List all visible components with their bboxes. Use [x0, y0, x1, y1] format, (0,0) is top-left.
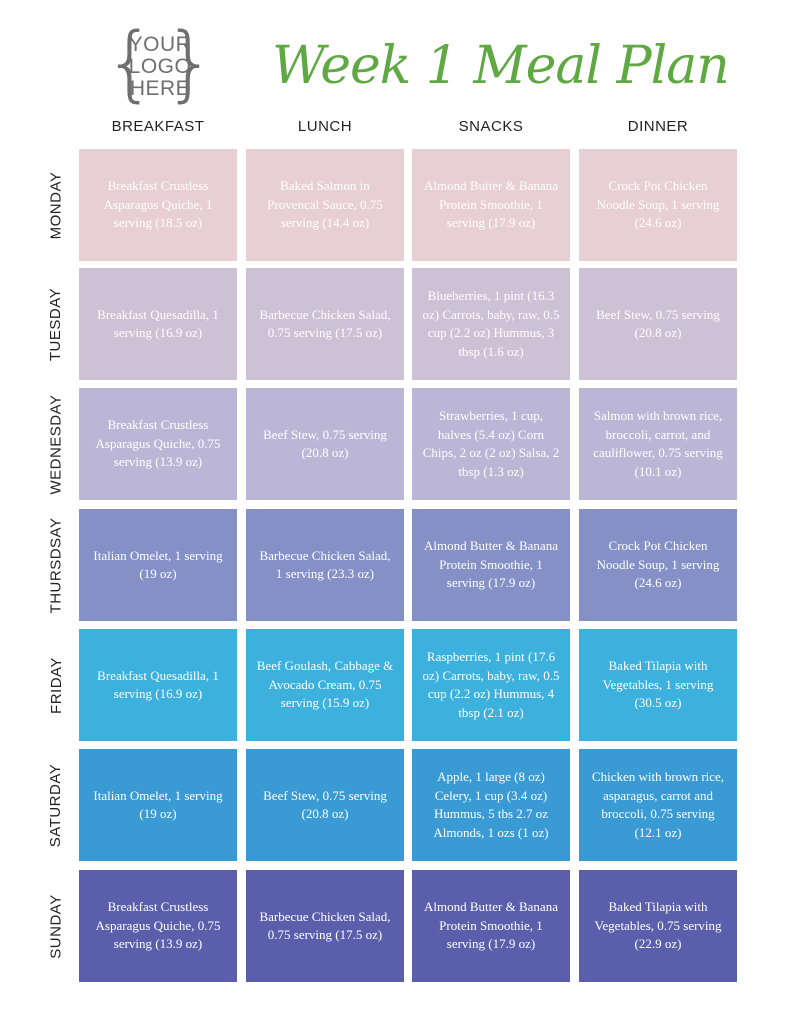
meal-text: Italian Omelet, 1 serving (19 oz) [93, 787, 223, 822]
meal-cell-breakfast: Breakfast Quesadilla, 1 serving (16.9 oz… [79, 629, 237, 741]
meal-cell-dinner: Chicken with brown rice, asparagus, carr… [579, 749, 737, 861]
meal-text: Almond Butter & Banana Protein Smoothie,… [424, 178, 558, 231]
left-brace-icon: { [104, 16, 157, 111]
meal-text: Barbecue Chicken Salad, 0.75 serving (17… [259, 306, 391, 341]
right-brace-icon: } [163, 16, 216, 111]
meal-text: Italian Omelet, 1 serving (19 oz) [93, 547, 223, 582]
meal-text: Strawberries, 1 cup, halves (5.4 oz) Cor… [422, 408, 560, 479]
meal-cell-snacks: Almond Butter & Banana Protein Smoothie,… [412, 149, 570, 261]
day-name: FRIDAY [47, 656, 65, 714]
meal-cell-breakfast: Italian Omelet, 1 serving (19 oz) [79, 749, 237, 861]
meal-cell-dinner: Crock Pot Chicken Noodle Soup, 1 serving… [579, 149, 737, 261]
meal-cell-breakfast: Italian Omelet, 1 serving (19 oz) [79, 509, 237, 621]
meal-cell-snacks: Almond Butter & Banana Protein Smoothie,… [412, 509, 570, 621]
meal-cell-snacks: Raspberries, 1 pint (17.6 oz) Carrots, b… [412, 629, 570, 741]
logo-text: YOUR LOGO HERE [126, 34, 194, 100]
meal-text: Beef Goulash, Cabbage & Avocado Cream, 0… [256, 658, 394, 711]
meal-cell-breakfast: Breakfast Quesadilla, 1 serving (16.9 oz… [79, 268, 237, 380]
meal-text: Apple, 1 large (8 oz) Celery, 1 cup (3.4… [433, 769, 549, 840]
meal-cell-snacks: Almond Butter & Banana Protein Smoothie,… [412, 870, 570, 982]
column-header-lunch: LUNCH [297, 118, 353, 135]
meal-cell-dinner: Beef Stew, 0.75 serving (20.8 oz) [579, 268, 737, 380]
meal-text: Baked Tilapia with Vegetables, 0.75 serv… [594, 899, 722, 952]
meal-text: Almond Butter & Banana Protein Smoothie,… [424, 899, 558, 952]
meal-text: Baked Tilapia with Vegetables, 1 serving… [602, 658, 714, 711]
meal-text: Breakfast Quesadilla, 1 serving (16.9 oz… [97, 306, 219, 341]
logo-line-2: LOGO [128, 55, 192, 78]
day-name: THURSDSAY [47, 517, 65, 613]
meal-text: Crock Pot Chicken Noodle Soup, 1 serving… [596, 178, 720, 231]
meal-text: Breakfast Crustless Asparagus Quiche, 1 … [103, 178, 213, 231]
column-header-breakfast: BREAKFAST [111, 118, 205, 135]
meal-text: Beef Stew, 0.75 serving (20.8 oz) [596, 306, 720, 341]
meal-cell-dinner: Baked Tilapia with Vegetables, 0.75 serv… [579, 870, 737, 982]
meal-cell-snacks: Strawberries, 1 cup, halves (5.4 oz) Cor… [412, 388, 570, 500]
day-name: MONDAY [47, 171, 65, 239]
meal-text: Salmon with brown rice, broccoli, carrot… [593, 408, 723, 479]
column-header-snacks: SNACKS [458, 118, 524, 135]
meal-cell-dinner: Baked Tilapia with Vegetables, 1 serving… [579, 629, 737, 741]
logo-line-1: YOUR [128, 33, 192, 56]
meal-cell-dinner: Salmon with brown rice, broccoli, carrot… [579, 388, 737, 500]
meal-text: Blueberries, 1 pint (16.3 oz) Carrots, b… [422, 288, 560, 359]
meal-text: Barbecue Chicken Salad, 0.75 serving (17… [259, 908, 391, 943]
meal-text: Baked Salmon in Provencal Sauce, 0.75 se… [267, 178, 383, 231]
day-name: SATURDAY [47, 763, 65, 847]
logo: { YOUR LOGO HERE } [104, 23, 216, 106]
meal-text: Barbecue Chicken Salad, 1 serving (23.3 … [259, 547, 391, 582]
day-name: SUNDAY [47, 893, 65, 959]
meal-text: Beef Stew, 0.75 serving (20.8 oz) [263, 426, 387, 461]
meal-text: Breakfast Crustless Asparagus Quiche, 0.… [95, 899, 221, 952]
meal-text: Crock Pot Chicken Noodle Soup, 1 serving… [596, 538, 720, 591]
meal-cell-snacks: Blueberries, 1 pint (16.3 oz) Carrots, b… [412, 268, 570, 380]
day-name: WEDNESDAY [47, 393, 65, 495]
meal-text: Almond Butter & Banana Protein Smoothie,… [424, 538, 558, 591]
page-title: Week 1 Meal Plan [272, 36, 730, 96]
meal-text: Raspberries, 1 pint (17.6 oz) Carrots, b… [422, 649, 560, 720]
meal-cell-snacks: Apple, 1 large (8 oz) Celery, 1 cup (3.4… [412, 749, 570, 861]
meal-cell-breakfast: Breakfast Crustless Asparagus Quiche, 0.… [79, 870, 237, 982]
meal-cell-lunch: Beef Stew, 0.75 serving (20.8 oz) [246, 388, 404, 500]
logo-line-3: HERE [129, 77, 191, 100]
meal-cell-breakfast: Breakfast Crustless Asparagus Quiche, 1 … [79, 149, 237, 261]
meal-text: Breakfast Crustless Asparagus Quiche, 0.… [95, 417, 221, 470]
meal-cell-lunch: Barbecue Chicken Salad, 1 serving (23.3 … [246, 509, 404, 621]
meal-text: Breakfast Quesadilla, 1 serving (16.9 oz… [97, 667, 219, 702]
meal-cell-breakfast: Breakfast Crustless Asparagus Quiche, 0.… [79, 388, 237, 500]
meal-text: Beef Stew, 0.75 serving (20.8 oz) [263, 787, 387, 822]
day-name: TUESDAY [47, 287, 65, 361]
meal-cell-lunch: Beef Stew, 0.75 serving (20.8 oz) [246, 749, 404, 861]
meal-cell-lunch: Baked Salmon in Provencal Sauce, 0.75 se… [246, 149, 404, 261]
meal-cell-dinner: Crock Pot Chicken Noodle Soup, 1 serving… [579, 509, 737, 621]
meal-cell-lunch: Beef Goulash, Cabbage & Avocado Cream, 0… [246, 629, 404, 741]
meal-cell-lunch: Barbecue Chicken Salad, 0.75 serving (17… [246, 268, 404, 380]
column-header-dinner: DINNER [627, 118, 689, 135]
meal-text: Chicken with brown rice, asparagus, carr… [591, 769, 725, 840]
meal-cell-lunch: Barbecue Chicken Salad, 0.75 serving (17… [246, 870, 404, 982]
